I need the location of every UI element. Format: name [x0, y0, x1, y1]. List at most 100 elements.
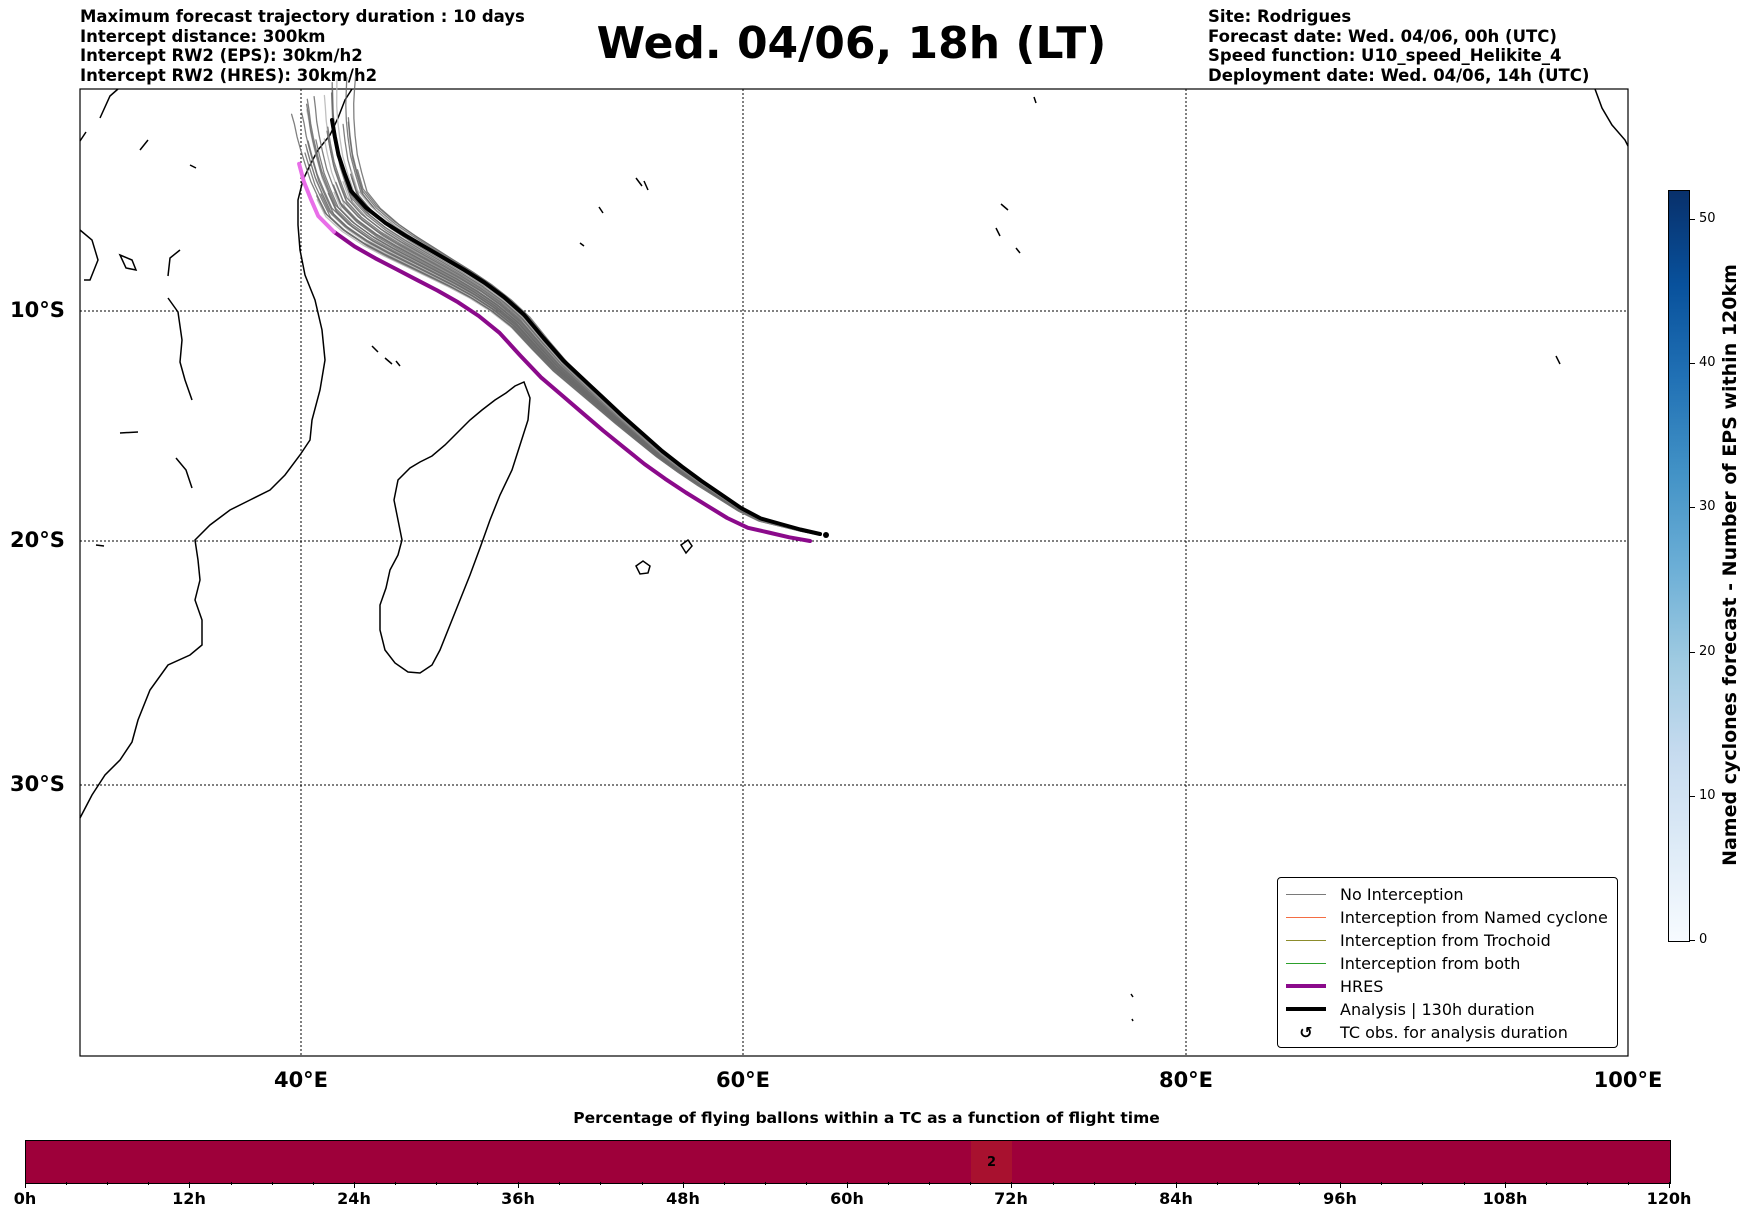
- timebar-tick: [1669, 1182, 1670, 1188]
- timebar-minor-tick: [1052, 1182, 1054, 1185]
- timebar-tick: [1505, 1182, 1506, 1188]
- timebar-tick: [1176, 1182, 1177, 1188]
- colorbar-tick: [1689, 507, 1695, 508]
- legend-swatch: [1286, 916, 1326, 918]
- timebar-tick-label: 72h: [994, 1189, 1028, 1208]
- timebar-tick: [683, 1182, 684, 1188]
- timebar-tick: [1011, 1182, 1012, 1188]
- timebar-tick: [1340, 1182, 1341, 1188]
- timebar-minor-tick: [723, 1182, 725, 1185]
- coastline-madagascar: [379, 380, 531, 674]
- coastline-chagos: [995, 203, 1021, 254]
- timebar-minor-tick: [1216, 1182, 1218, 1185]
- header-left-line: Intercept RW2 (EPS): 30km/h2: [80, 46, 363, 65]
- legend-item-trochoid[interactable]: Interception from Trochoid: [1286, 929, 1551, 951]
- legend-item-analysis[interactable]: Analysis | 130h duration: [1286, 998, 1535, 1020]
- header-right-line: Site: Rodrigues: [1208, 7, 1352, 26]
- colorbar-label: 30: [1699, 499, 1716, 514]
- timebar-tick-label: 36h: [501, 1189, 535, 1208]
- timebar-tick: [354, 1182, 355, 1188]
- legend-label: Interception from Named cyclone: [1340, 907, 1608, 927]
- timebar-tick-label: 96h: [1323, 1189, 1357, 1208]
- legend: No Interception Interception from Named …: [1277, 877, 1618, 1048]
- lat-label: 10°S: [10, 298, 65, 322]
- timebar-minor-tick: [559, 1182, 561, 1185]
- header-left-line: Maximum forecast trajectory duration : 1…: [80, 7, 525, 26]
- timebar-minor-tick: [1627, 1182, 1629, 1185]
- colorbar-tick: [1689, 940, 1695, 941]
- colorbar-label: 50: [1699, 211, 1716, 226]
- header-right-line: Forecast date: Wed. 04/06, 00h (UTC): [1208, 26, 1557, 46]
- lon-label: 60°E: [715, 1068, 771, 1092]
- legend-swatch: [1286, 1007, 1326, 1011]
- legend-item-tc-obs[interactable]: ↺ TC obs. for analysis duration: [1286, 1021, 1568, 1043]
- timebar-minor-tick: [66, 1182, 68, 1185]
- colorbar-label: 40: [1699, 355, 1716, 370]
- coastline-maldives: [1033, 96, 1037, 104]
- colorbar-label: 0: [1699, 932, 1708, 947]
- hres-trajectory: [297, 161, 336, 234]
- legend-label: Interception from both: [1340, 953, 1521, 973]
- timebar-minor-tick: [271, 1182, 273, 1185]
- colorbar-tick: [1689, 652, 1695, 653]
- timebar-minor-tick: [600, 1182, 602, 1185]
- timebar-minor-tick: [148, 1182, 150, 1185]
- timebar-minor-tick: [394, 1182, 396, 1185]
- timebar-minor-tick: [641, 1182, 643, 1185]
- timebar-minor-tick: [230, 1182, 232, 1185]
- rotate-icon: ↺: [1299, 1022, 1313, 1042]
- trajectory-group: [290, 75, 829, 543]
- timebar-minor-tick: [436, 1182, 437, 1185]
- coastline-zanzibar: [79, 229, 138, 281]
- legend-item-named-cyclone[interactable]: Interception from Named cyclone: [1286, 906, 1608, 928]
- timebar-tick: [189, 1182, 190, 1188]
- colorbar-label: 20: [1699, 644, 1716, 659]
- coastline-mozambique-channel-islands: [95, 249, 193, 547]
- timebar-tick: [847, 1182, 848, 1188]
- coastline-seychelles: [579, 177, 649, 247]
- lon-label: 40°E: [273, 1068, 329, 1092]
- legend-swatch: [1286, 962, 1326, 964]
- hres-trajectory: [331, 229, 812, 543]
- colorbar-tick: [1689, 363, 1695, 364]
- legend-item-hres[interactable]: HRES: [1286, 975, 1383, 997]
- timebar: 2: [25, 1140, 1671, 1184]
- header-right: Site: Rodrigues Forecast date: Wed. 04/0…: [1208, 7, 1589, 85]
- timebar-title: Percentage of flying ballons within a TC…: [573, 1109, 1160, 1127]
- legend-swatch: [1286, 984, 1326, 988]
- legend-item-both[interactable]: Interception from both: [1286, 952, 1520, 974]
- timebar-tick-label: 12h: [172, 1189, 206, 1208]
- timebar-tick-label: 108h: [1482, 1189, 1528, 1208]
- timebar-tick-label: 120h: [1646, 1189, 1692, 1208]
- timebar-minor-tick: [764, 1182, 766, 1185]
- colorbar-label: 10: [1699, 788, 1716, 803]
- timebar-minor-tick: [1545, 1182, 1547, 1185]
- header-left: Maximum forecast trajectory duration : 1…: [80, 7, 525, 85]
- timebar-tick-label: 60h: [830, 1189, 864, 1208]
- timebar-tick-label: 48h: [666, 1189, 700, 1208]
- coastline-africa: [79, 88, 353, 819]
- timebar-minor-tick: [1463, 1182, 1465, 1185]
- coastline-sumatra: [1594, 88, 1629, 147]
- timebar-tick-label: 84h: [1159, 1189, 1193, 1208]
- timebar-minor-tick: [1134, 1182, 1136, 1185]
- legend-swatch: [1286, 893, 1326, 895]
- lon-label: 80°E: [1158, 1068, 1214, 1092]
- timebar-minor-tick: [1422, 1182, 1424, 1185]
- timebar-minor-tick: [888, 1182, 890, 1185]
- header-right-line: Deployment date: Wed. 04/06, 14h (UTC): [1208, 65, 1590, 85]
- timebar-minor-tick: [970, 1182, 972, 1185]
- timebar-minor-tick: [107, 1182, 109, 1185]
- colorbar-tick: [1689, 219, 1695, 220]
- legend-item-no-interception[interactable]: No Interception: [1286, 883, 1464, 905]
- header-right-line: Speed function: U10_speed_Helikite_4: [1208, 46, 1562, 65]
- lat-label: 30°S: [10, 772, 65, 796]
- site-marker: [823, 532, 829, 538]
- coastline-comoros: [371, 345, 401, 367]
- analysis-trajectory: [330, 118, 822, 536]
- legend-label: Analysis | 130h duration: [1340, 999, 1535, 1019]
- timebar-minor-tick: [1093, 1182, 1095, 1185]
- colorbar-title: Named cyclones forecast - Number of EPS …: [1719, 264, 1741, 866]
- main-title: Wed. 04/06, 18h (LT): [596, 18, 1107, 69]
- timebar-tick-label: 0h: [13, 1189, 37, 1208]
